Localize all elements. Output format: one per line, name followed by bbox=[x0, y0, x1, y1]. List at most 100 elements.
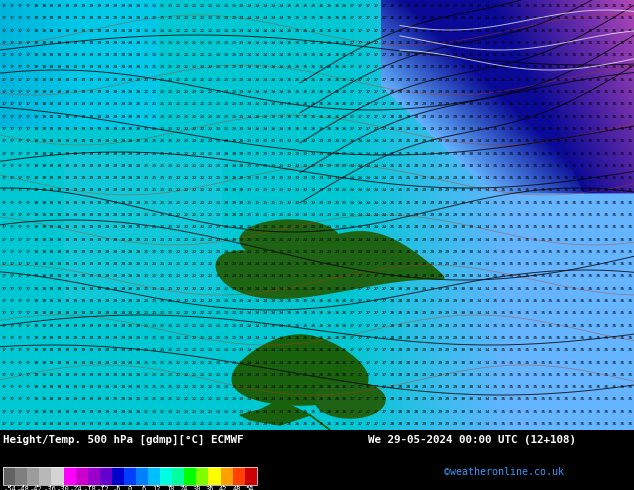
Text: 30: 30 bbox=[469, 151, 474, 155]
Text: 22: 22 bbox=[200, 16, 205, 20]
Text: 17: 17 bbox=[1, 385, 6, 389]
Text: 22: 22 bbox=[176, 66, 181, 70]
Text: 35: 35 bbox=[501, 139, 506, 143]
Text: 35: 35 bbox=[533, 189, 538, 193]
Text: 18: 18 bbox=[41, 422, 46, 426]
Text: 19: 19 bbox=[73, 311, 78, 316]
Text: 21: 21 bbox=[152, 102, 157, 106]
Text: 17: 17 bbox=[17, 274, 22, 278]
Text: 35: 35 bbox=[619, 164, 624, 168]
Text: 18: 18 bbox=[65, 311, 70, 316]
Text: 27: 27 bbox=[358, 262, 363, 266]
Text: 22: 22 bbox=[184, 385, 189, 389]
Text: 27: 27 bbox=[366, 336, 371, 340]
Text: 35: 35 bbox=[517, 53, 522, 57]
Text: 23: 23 bbox=[231, 422, 236, 426]
Text: 20: 20 bbox=[136, 410, 141, 414]
Text: 20: 20 bbox=[231, 201, 236, 205]
Text: 28: 28 bbox=[390, 90, 395, 94]
Text: 19: 19 bbox=[89, 262, 94, 266]
Text: 35: 35 bbox=[493, 385, 498, 389]
Text: 26: 26 bbox=[342, 78, 347, 82]
Text: 35: 35 bbox=[572, 397, 577, 401]
Text: 19: 19 bbox=[96, 189, 101, 193]
Text: 35: 35 bbox=[524, 151, 529, 155]
Text: 35: 35 bbox=[556, 250, 561, 254]
Text: 30: 30 bbox=[469, 176, 474, 180]
Text: 35: 35 bbox=[501, 151, 506, 155]
Text: 17: 17 bbox=[10, 90, 15, 94]
Text: 21: 21 bbox=[152, 287, 157, 291]
Text: 35: 35 bbox=[548, 250, 553, 254]
Text: 19: 19 bbox=[81, 299, 86, 303]
Text: 29: 29 bbox=[445, 151, 450, 155]
Text: 35: 35 bbox=[572, 176, 577, 180]
Text: 35: 35 bbox=[508, 66, 514, 70]
Text: 26: 26 bbox=[327, 299, 332, 303]
Text: 35: 35 bbox=[548, 287, 553, 291]
Text: 18: 18 bbox=[33, 422, 38, 426]
Text: 21: 21 bbox=[279, 164, 284, 168]
Text: 17: 17 bbox=[10, 410, 15, 414]
Text: 24: 24 bbox=[255, 28, 260, 33]
Text: 20: 20 bbox=[105, 348, 110, 352]
Text: 29: 29 bbox=[453, 410, 458, 414]
Text: 22: 22 bbox=[302, 201, 307, 205]
Text: 27: 27 bbox=[374, 90, 379, 94]
Text: 21: 21 bbox=[160, 213, 165, 217]
Text: 21: 21 bbox=[168, 127, 173, 131]
Text: 18: 18 bbox=[33, 274, 38, 278]
Text: 28: 28 bbox=[413, 287, 418, 291]
Text: 35: 35 bbox=[493, 373, 498, 377]
Text: 18: 18 bbox=[49, 41, 54, 45]
Text: 25: 25 bbox=[295, 373, 300, 377]
Text: 20: 20 bbox=[128, 410, 133, 414]
Text: 24: 24 bbox=[279, 16, 284, 20]
Text: 22: 22 bbox=[176, 348, 181, 352]
Text: 17: 17 bbox=[17, 397, 22, 401]
Text: 20: 20 bbox=[105, 287, 110, 291]
Text: 35: 35 bbox=[564, 115, 569, 119]
Text: 20: 20 bbox=[112, 311, 117, 316]
Text: 27: 27 bbox=[366, 115, 371, 119]
Text: 24: 24 bbox=[279, 348, 284, 352]
Text: 22: 22 bbox=[207, 299, 212, 303]
Text: 22: 22 bbox=[176, 115, 181, 119]
Text: 25: 25 bbox=[302, 90, 307, 94]
Text: 19: 19 bbox=[73, 189, 78, 193]
Text: 20: 20 bbox=[105, 201, 110, 205]
Text: 23: 23 bbox=[223, 299, 228, 303]
Text: 21: 21 bbox=[168, 336, 173, 340]
Text: 35: 35 bbox=[564, 127, 569, 131]
Text: 21: 21 bbox=[160, 164, 165, 168]
Text: 22: 22 bbox=[207, 287, 212, 291]
Text: 18: 18 bbox=[65, 4, 70, 8]
Text: 24: 24 bbox=[247, 361, 252, 365]
Text: 18: 18 bbox=[41, 102, 46, 106]
Text: 18: 18 bbox=[33, 336, 38, 340]
Text: 22: 22 bbox=[200, 90, 205, 94]
Text: 20: 20 bbox=[112, 176, 117, 180]
Text: 24: 24 bbox=[271, 53, 276, 57]
Text: 25: 25 bbox=[406, 238, 411, 242]
Text: 27: 27 bbox=[374, 262, 379, 266]
Text: 35: 35 bbox=[540, 311, 545, 316]
Text: 20: 20 bbox=[128, 373, 133, 377]
Text: 17: 17 bbox=[1, 213, 6, 217]
Text: 24: 24 bbox=[279, 262, 284, 266]
Text: 35: 35 bbox=[580, 213, 585, 217]
Text: 26: 26 bbox=[327, 348, 332, 352]
Text: 20: 20 bbox=[120, 422, 126, 426]
Text: 24: 24 bbox=[255, 348, 260, 352]
Text: -6: -6 bbox=[112, 486, 121, 490]
Text: 35: 35 bbox=[596, 324, 601, 328]
Text: 35: 35 bbox=[588, 373, 593, 377]
Text: 19: 19 bbox=[73, 16, 78, 20]
Text: 23: 23 bbox=[216, 287, 221, 291]
Text: 35: 35 bbox=[556, 102, 561, 106]
Text: 25: 25 bbox=[302, 385, 307, 389]
Text: 29: 29 bbox=[445, 385, 450, 389]
Text: 28: 28 bbox=[413, 127, 418, 131]
Text: 21: 21 bbox=[152, 361, 157, 365]
Text: 35: 35 bbox=[548, 164, 553, 168]
